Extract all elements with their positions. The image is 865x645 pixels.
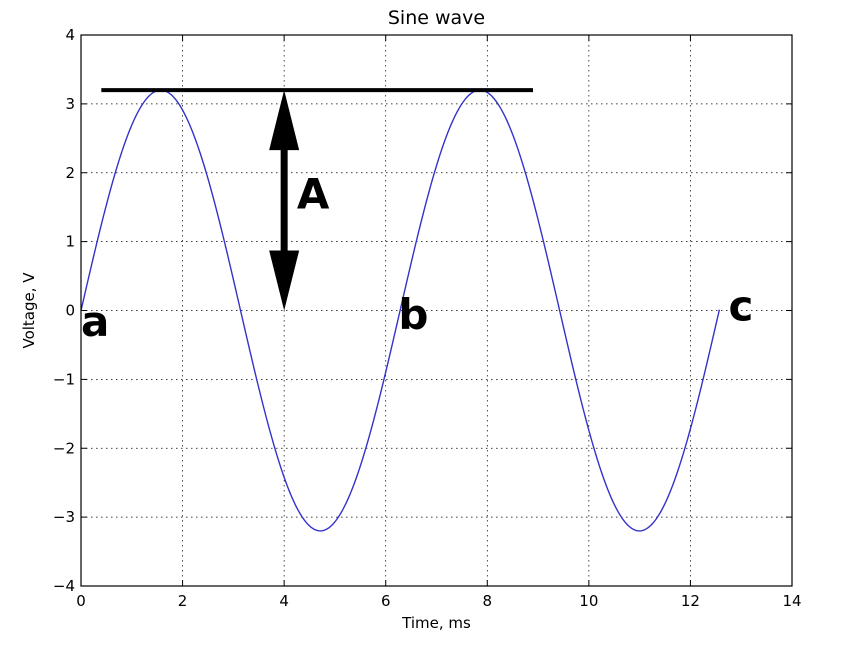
amplitude-arrow-head-down — [269, 250, 300, 311]
x-tick-label: 0 — [76, 592, 86, 610]
grid — [81, 35, 792, 586]
y-tick-label: 1 — [65, 233, 75, 251]
y-tick-label: −2 — [53, 439, 75, 457]
x-tick-label: 12 — [681, 592, 700, 610]
point-label-b: b — [398, 290, 428, 339]
x-tick-label: 10 — [579, 592, 598, 610]
x-tick-label: 8 — [483, 592, 493, 610]
amplitude-label: A — [297, 169, 330, 218]
amplitude-arrow-head-up — [269, 90, 300, 151]
plot-frame — [80, 34, 793, 587]
chart-title: Sine wave — [388, 7, 485, 29]
y-tick-label: 2 — [65, 164, 75, 182]
x-tick-label: 2 — [178, 592, 188, 610]
y-tick-label: −1 — [53, 370, 75, 388]
y-tick-label: 4 — [65, 26, 75, 44]
annotations: Aa b c — [81, 88, 754, 346]
x-axis-label: Time, ms — [401, 614, 471, 632]
x-tick-label: 6 — [381, 592, 391, 610]
y-tick-label: 3 — [65, 95, 75, 113]
x-tick-label: 14 — [782, 592, 801, 610]
y-tick-label: −4 — [53, 577, 75, 595]
series — [80, 89, 721, 532]
x-tick-label: 4 — [279, 592, 289, 610]
point-label-c: c — [729, 282, 754, 331]
y-tick-label: −3 — [53, 508, 75, 526]
y-axis-label: Voltage, V — [20, 272, 38, 349]
sine-wave-line — [80, 89, 721, 532]
point-label-a: a — [81, 297, 109, 346]
y-tick-label: 0 — [65, 302, 75, 320]
